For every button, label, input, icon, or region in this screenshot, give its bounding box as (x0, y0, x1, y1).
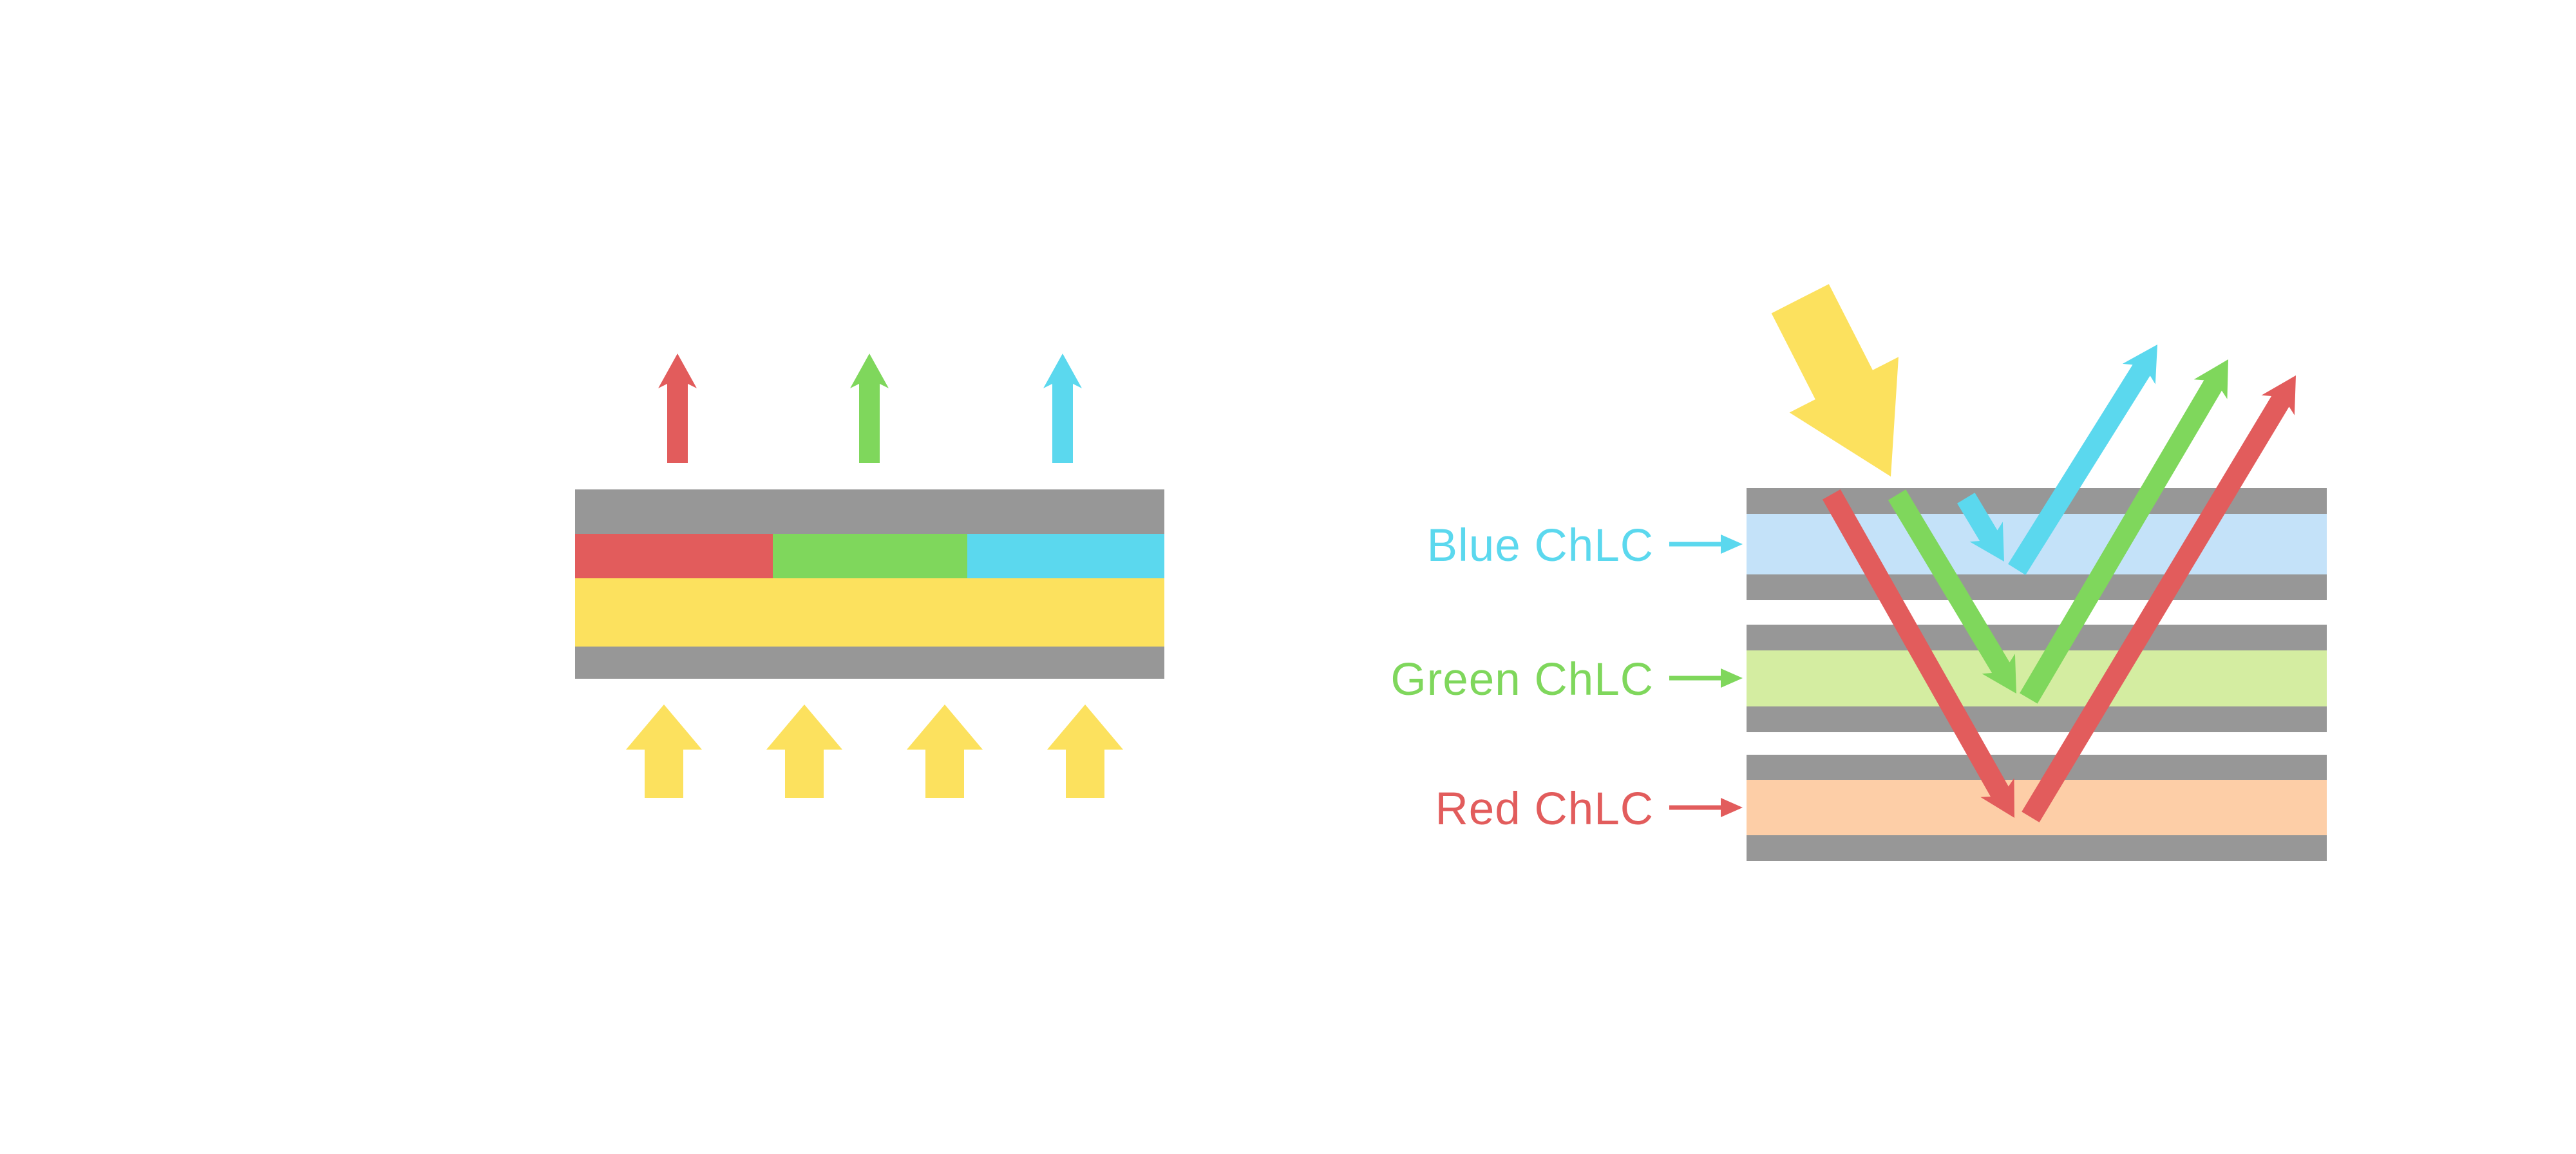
left-red-pixel-segment (575, 534, 773, 578)
left-red-output-arrow (658, 354, 697, 463)
label-red-chlc: Red ChLC (1435, 784, 1654, 835)
red-ray-down-arrow (1822, 489, 2014, 818)
label-blue-chlc-pointer-head-icon (1721, 534, 1743, 554)
right-substrate-bar-6 (1747, 835, 2327, 861)
green-ray-down-arrow (1888, 489, 2016, 694)
left-cyan-pixel-segment (967, 534, 1164, 578)
left-green-pixel-segment (773, 534, 967, 578)
left-top-substrate-bar (575, 489, 1164, 534)
right-substrate-bar-3 (1747, 625, 2327, 650)
incident-white-light-arrow (1771, 284, 1899, 477)
left-yellow-lc-layer (575, 578, 1164, 647)
right-substrate-bar-5 (1747, 755, 2327, 780)
right-substrate-bar-2 (1747, 574, 2327, 600)
left-cyan-output-arrow (1043, 354, 1082, 463)
backlight-arrow-1 (626, 705, 702, 798)
backlight-arrow-3 (907, 705, 983, 798)
backlight-arrow-4 (1047, 705, 1123, 798)
red-ray-reflected-arrow (2022, 375, 2296, 822)
left-bottom-substrate-bar (575, 647, 1164, 679)
left-green-output-arrow (850, 354, 889, 463)
right-diagram-reflective-chlc-stack: Blue ChLC Green ChLC Red ChLC (1390, 284, 2327, 861)
label-green-chlc-pointer-head-icon (1721, 668, 1743, 688)
blue-ray-reflected-arrow (2008, 345, 2157, 575)
green-ray-reflected-arrow (2020, 359, 2228, 704)
blue-ray-down-arrow (1957, 493, 2004, 562)
label-green-chlc: Green ChLC (1390, 654, 1654, 705)
label-blue-chlc: Blue ChLC (1427, 520, 1654, 571)
left-diagram-backlit-stack (575, 354, 1164, 798)
label-red-chlc-pointer-head-icon (1721, 798, 1743, 817)
right-substrate-bar-4 (1747, 706, 2327, 732)
backlight-arrow-2 (766, 705, 842, 798)
